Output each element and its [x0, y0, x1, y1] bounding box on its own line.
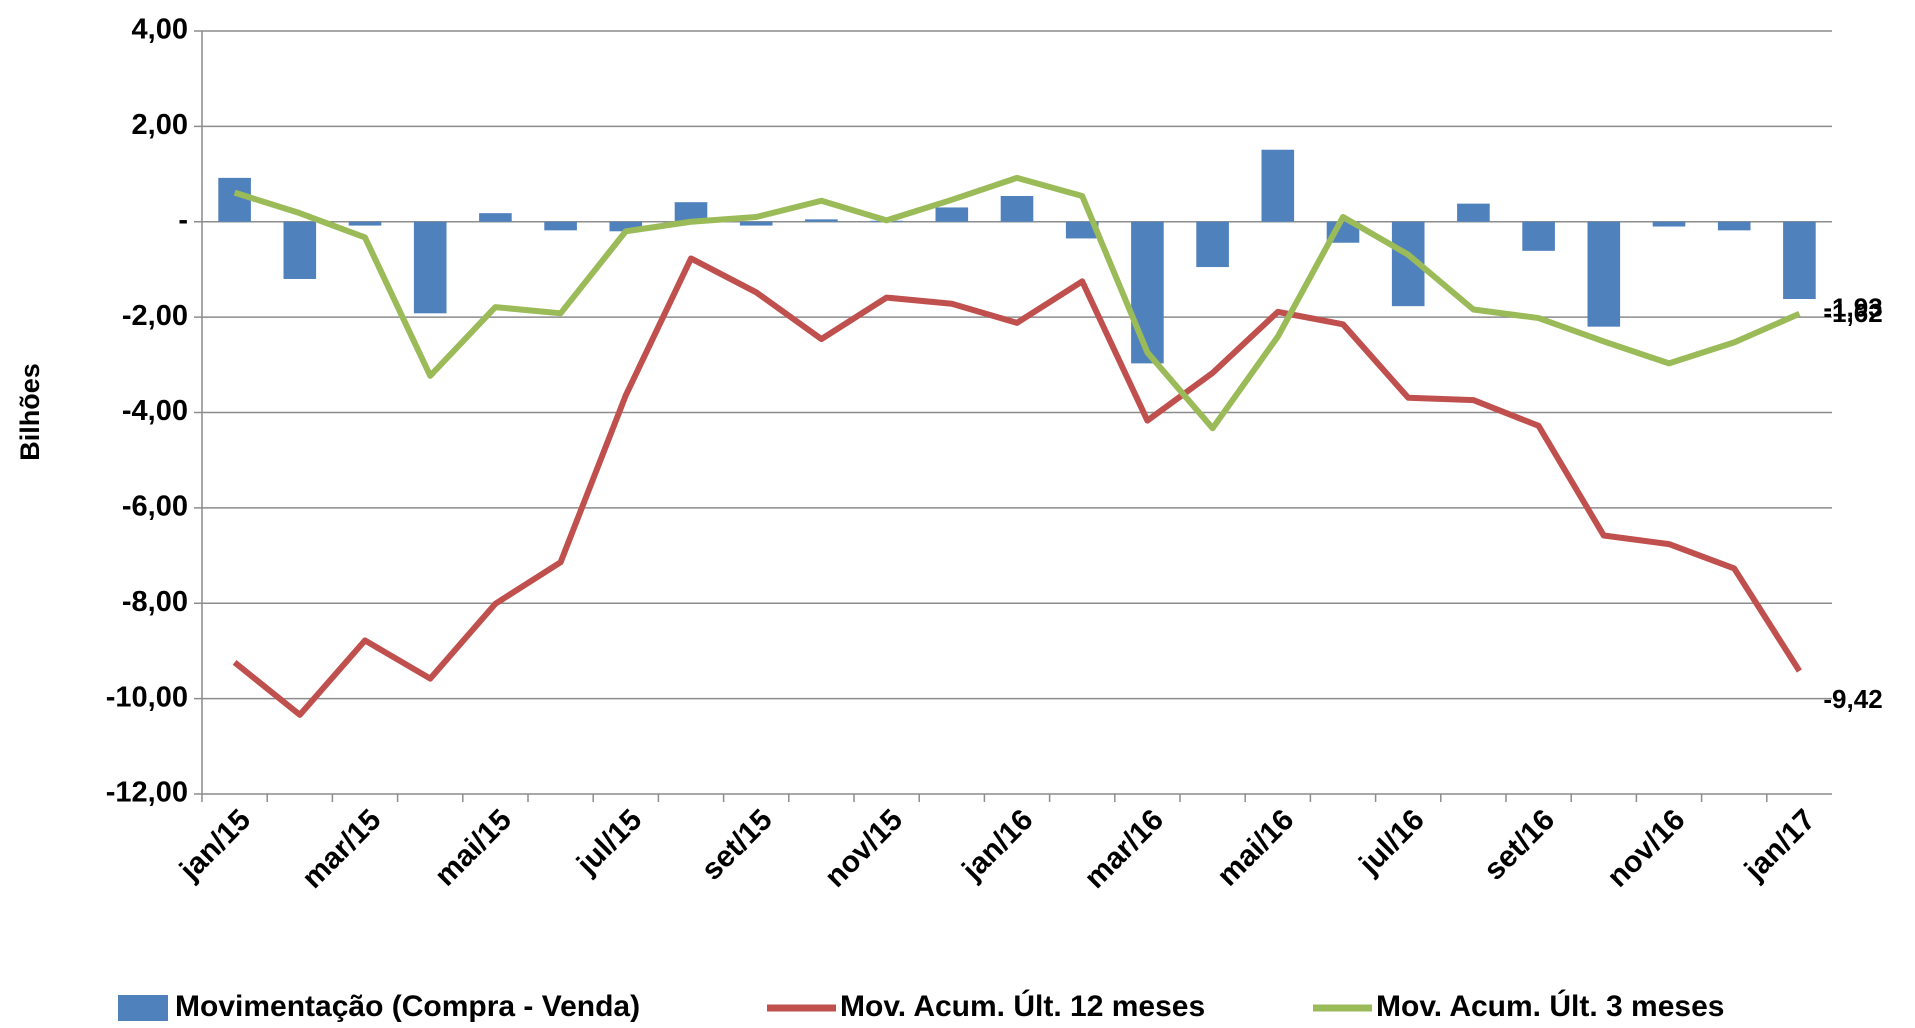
bar — [413, 221, 447, 314]
x-tick-label: set/15 — [695, 803, 778, 886]
x-tick-label: jan/17 — [1738, 803, 1822, 887]
bar — [348, 221, 382, 226]
bar — [1652, 221, 1686, 227]
x-tick-label: jan/16 — [955, 803, 1039, 887]
bar — [739, 221, 773, 226]
x-tick-label: jul/16 — [1352, 803, 1430, 881]
bar — [1065, 221, 1099, 239]
bar — [1131, 221, 1164, 364]
legend-label: Mov. Acum. Últ. 3 meses — [1376, 989, 1724, 1023]
bar — [1522, 221, 1555, 251]
y-tick-label: -2,00 — [122, 300, 188, 332]
bar — [674, 202, 708, 222]
y-tick-label: -12,00 — [106, 777, 188, 809]
x-tick-label: mai/15 — [429, 803, 518, 892]
x-tick-label: jul/15 — [570, 803, 648, 881]
x-tick-label: mai/16 — [1211, 803, 1300, 892]
bar — [1457, 203, 1490, 222]
bar — [218, 177, 251, 222]
y-tick-label: -10,00 — [106, 681, 188, 713]
legend-label: Mov. Acum. Últ. 12 meses — [840, 989, 1205, 1023]
bar — [479, 213, 512, 222]
line — [233, 174, 1801, 432]
x-tick-label: mar/15 — [296, 803, 388, 895]
value-label: -9,42 — [1823, 684, 1882, 714]
bar — [1783, 221, 1816, 300]
x-tick-label: nov/16 — [1601, 803, 1692, 894]
y-tick-label: -4,00 — [122, 395, 188, 427]
bar — [1717, 221, 1751, 231]
y-tick-label: -8,00 — [122, 586, 188, 618]
legend-label: Movimentação (Compra - Venda) — [175, 990, 640, 1023]
y-axis-label: Bilhões — [15, 363, 45, 461]
legend-swatch — [118, 995, 168, 1021]
y-tick-label: 2,00 — [132, 109, 188, 141]
y-tick-label: -6,00 — [122, 491, 188, 523]
y-tick-label: 4,00 — [132, 14, 188, 46]
bar — [283, 221, 317, 279]
bar — [1587, 221, 1621, 327]
y-tick-label: - — [178, 204, 188, 236]
bar — [1261, 149, 1295, 222]
bar — [1000, 195, 1034, 222]
value-label: -1,62 — [1823, 298, 1882, 328]
bar — [805, 219, 838, 222]
value-label: -1,93 — [1823, 293, 1882, 323]
x-tick-label: mar/16 — [1078, 803, 1170, 895]
x-tick-label: jan/15 — [173, 803, 257, 887]
x-tick-label: nov/15 — [819, 803, 910, 894]
x-tick-label: set/16 — [1478, 803, 1561, 886]
bar — [609, 221, 643, 232]
bar — [1196, 221, 1229, 268]
line — [232, 255, 1802, 718]
bar — [935, 207, 969, 222]
bar — [544, 221, 577, 231]
